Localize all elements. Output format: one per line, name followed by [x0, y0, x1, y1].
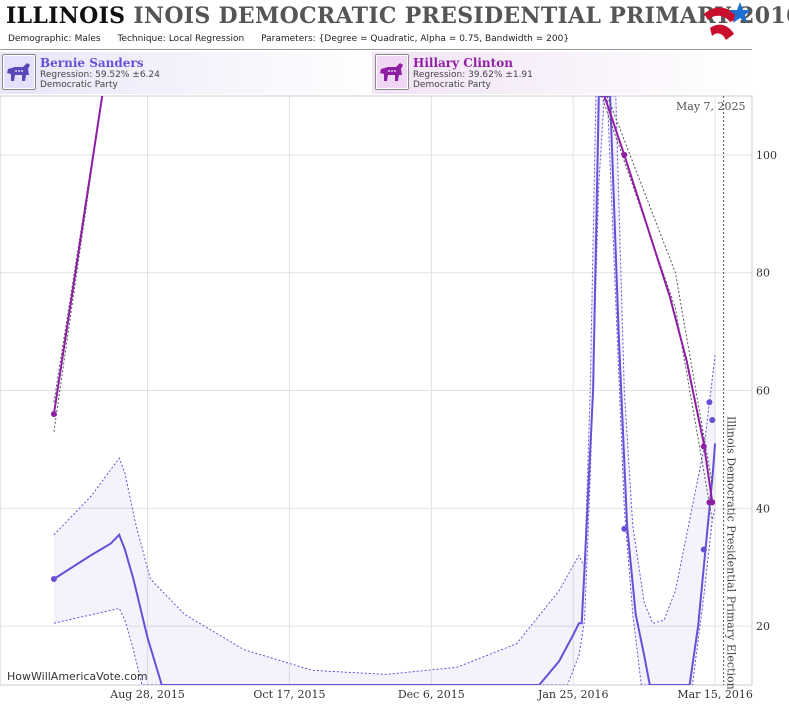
watermark: HowWillAmericaVote.com — [7, 670, 148, 683]
x-tick-label: Jan 25, 2016 — [537, 688, 609, 701]
y-tick-label: 100 — [756, 149, 777, 162]
clinton-poll-point — [50, 411, 57, 418]
sanders-confidence-band — [53, 96, 716, 685]
candidate-name: Bernie Sanders — [40, 56, 144, 70]
page-title: ILLINOIS INOIS DEMOCRATIC PRESIDENTIAL P… — [6, 3, 789, 29]
param-value: Local Regression — [168, 34, 245, 44]
sanders-poll-point — [621, 525, 628, 532]
candidate-party: Democratic Party — [413, 80, 491, 90]
param-key: Demographic: — [8, 34, 72, 44]
sanders-lower-bound — [53, 96, 716, 685]
clinton-trend-line — [52, 96, 104, 415]
candidate-name: Hillary Clinton — [413, 56, 513, 70]
y-tick-label: 60 — [756, 385, 770, 398]
clinton-poll-point — [700, 443, 707, 450]
plot-layer — [50, 96, 717, 685]
header-divider — [0, 49, 752, 50]
param-key: Parameters: — [261, 34, 316, 44]
clinton-poll-point — [709, 499, 716, 506]
x-tick-label: Oct 17, 2015 — [253, 688, 325, 701]
election-day-label: Illinois Democratic Presidential Primary… — [725, 416, 738, 690]
sanders-trend-line — [53, 96, 717, 685]
candidate-band-clinton — [372, 52, 752, 94]
sanders-poll-point — [700, 546, 707, 553]
param-value: {Degree = Quadratic, Alpha = 0.75, Bandw… — [318, 34, 570, 44]
title-state: ILLINOIS — [6, 3, 126, 29]
parameters-line: Demographic: Males Technique: Local Regres… — [8, 34, 583, 44]
candidate-regression: Regression: 59.52% ±6.24 — [40, 70, 160, 80]
as-of-date: May 7, 2025 — [676, 100, 746, 113]
candidate-party: Democratic Party — [40, 80, 118, 90]
sanders-upper-bound — [53, 96, 716, 675]
candidate-regression: Regression: 39.62% ±1.91 — [413, 70, 533, 80]
site-logo-icon — [704, 2, 751, 40]
candidate-band-sanders — [0, 52, 380, 94]
clinton-upper-bound — [606, 96, 713, 485]
donkey-icon — [375, 54, 409, 90]
x-tick-label: Mar 15, 2016 — [677, 688, 753, 701]
poll-chart: 20 40 60 80 100 Aug 28, 2015 Oct 17, 2015 Dec 6… — [0, 95, 777, 701]
y-tick-label: 20 — [756, 620, 770, 633]
donkey-icon — [2, 54, 36, 90]
y-tick-label: 40 — [756, 502, 770, 515]
param-value: Males — [74, 34, 101, 44]
clinton-poll-point — [621, 151, 628, 158]
sanders-poll-point — [706, 399, 713, 406]
clinton-lower-bound — [601, 96, 713, 521]
title-rest: INOIS DEMOCRATIC PRESIDENTIAL PRIMARY 20… — [133, 3, 789, 29]
clinton-lower-bound — [53, 96, 103, 432]
param-key: Technique: — [117, 34, 166, 44]
sanders-poll-point — [709, 416, 716, 423]
y-tick-label: 80 — [756, 267, 770, 280]
sanders-poll-point — [50, 575, 57, 582]
x-tick-label: Dec 6, 2015 — [398, 688, 465, 701]
x-tick-label: Aug 28, 2015 — [109, 688, 185, 701]
